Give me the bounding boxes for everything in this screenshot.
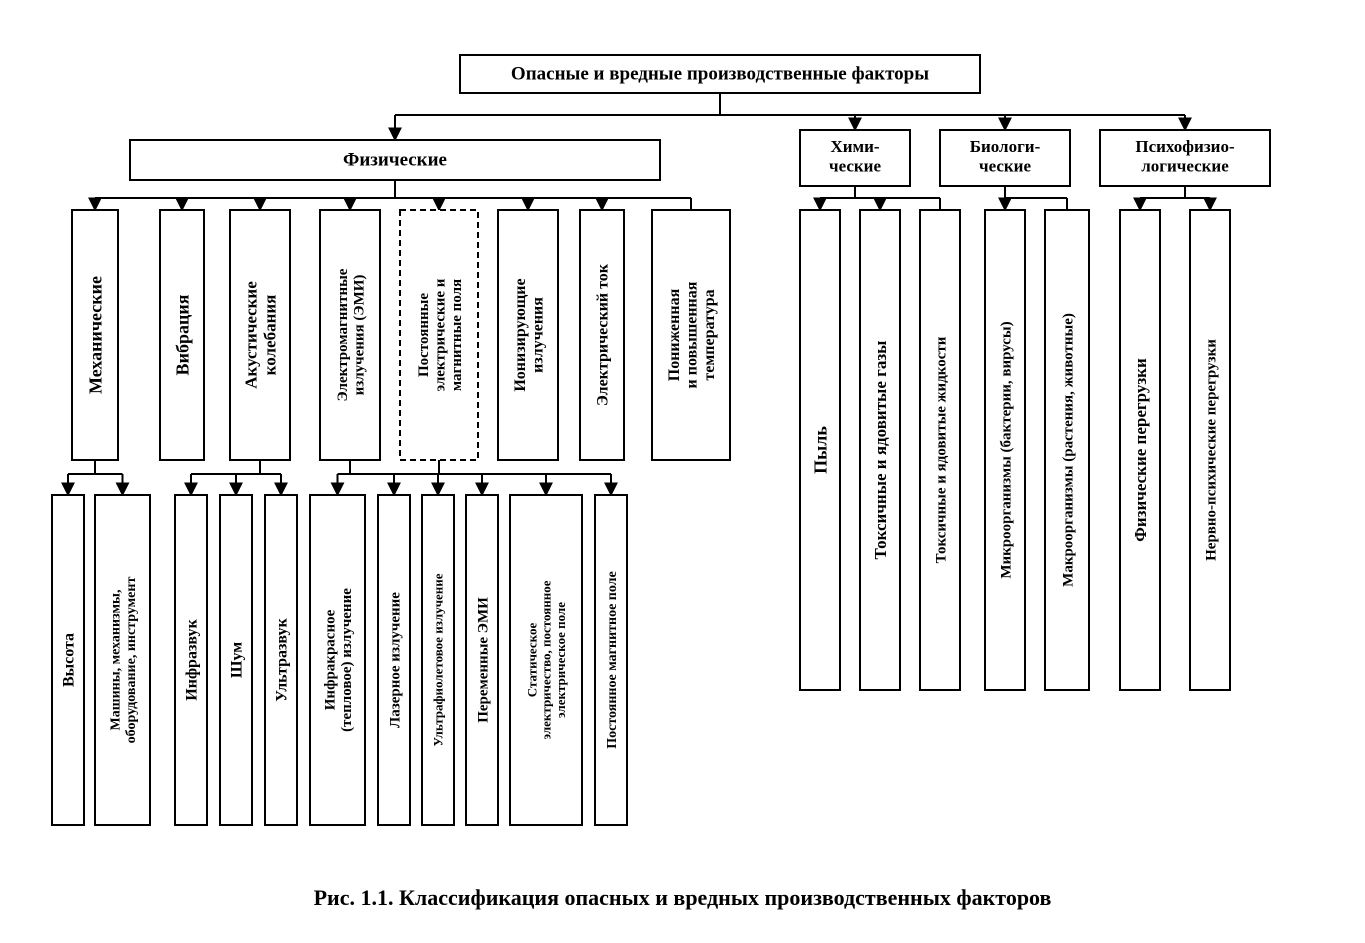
svg-text:Электрический ток: Электрический ток [595,263,612,406]
svg-text:Хими-: Хими- [830,137,879,156]
svg-text:излучения: излучения [529,297,546,373]
svg-text:Микроорганизмы (бактерии, виру: Микроорганизмы (бактерии, вирусы) [998,321,1014,578]
svg-text:Вибрация: Вибрация [172,294,192,375]
svg-text:Токсичные и ядовитые жидкости: Токсичные и ядовитые жидкости [933,336,949,563]
svg-text:Физические: Физические [343,149,447,170]
svg-text:колебания: колебания [260,295,279,376]
svg-text:Нервно-психические перегрузки: Нервно-психические перегрузки [1203,339,1219,561]
svg-text:Машины, механизмы,: Машины, механизмы, [109,590,124,731]
svg-text:Макроорганизмы (растения, живо: Макроорганизмы (растения, животные) [1060,313,1076,587]
svg-text:температура: температура [701,289,718,380]
svg-text:Ультразвук: Ультразвук [274,617,291,701]
svg-text:Ионизирующие: Ионизирующие [512,278,529,391]
svg-text:Физические перегрузки: Физические перегрузки [1131,358,1150,542]
figure-caption: Рис. 1.1. Классификация опасных и вредны… [314,885,1052,910]
svg-text:Шум: Шум [229,642,246,678]
svg-text:Постоянные: Постоянные [416,293,432,377]
svg-text:(тепловое) излучение: (тепловое) излучение [339,588,355,732]
svg-text:Биологи-: Биологи- [970,137,1041,156]
svg-text:электричество, постоянное: электричество, постоянное [539,580,554,739]
svg-text:Лазерное излучение: Лазерное излучение [387,592,403,728]
svg-text:Ультрафиолетовое излучение: Ультрафиолетовое излучение [431,573,446,746]
svg-text:Акустические: Акустические [242,281,261,389]
svg-text:Опасные и вредные производстве: Опасные и вредные производственные факто… [511,63,929,84]
svg-text:Статическое: Статическое [524,623,539,698]
svg-text:Токсичные и ядовитые газы: Токсичные и ядовитые газы [871,341,890,560]
svg-text:Переменные ЭМИ: Переменные ЭМИ [475,597,491,723]
diagram-canvas: Опасные и вредные производственные факто… [0,0,1365,943]
svg-text:оборудование, инструмент: оборудование, инструмент [124,577,139,744]
svg-text:Пониженная: Пониженная [666,288,683,381]
svg-text:Высота: Высота [61,633,78,687]
svg-text:ческие: ческие [979,157,1031,176]
svg-text:Психофизио-: Психофизио- [1135,137,1235,156]
svg-text:электрическое поле: электрическое поле [553,602,568,718]
svg-text:излучения (ЭМИ): излучения (ЭМИ) [352,275,368,396]
svg-text:Инфракрасное: Инфракрасное [323,609,339,710]
svg-text:и повышенная: и повышенная [684,281,701,388]
svg-text:Механические: Механические [85,276,105,394]
svg-text:Электромагнитные: Электромагнитные [335,268,351,401]
svg-text:магнитные поля: магнитные поля [449,279,465,391]
svg-text:Пыль: Пыль [810,426,830,474]
svg-text:электрические и: электрические и [432,278,448,391]
svg-text:логические: логические [1141,157,1229,176]
svg-text:ческие: ческие [829,157,881,176]
svg-text:Постоянное магнитное поле: Постоянное магнитное поле [605,571,620,749]
svg-text:Инфразвук: Инфразвук [184,619,201,701]
